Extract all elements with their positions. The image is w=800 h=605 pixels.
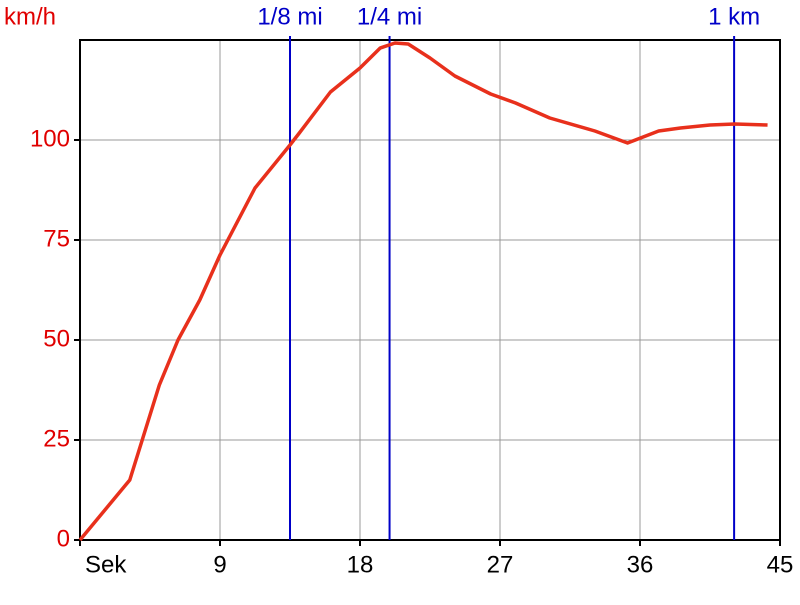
y-tick-label: 75 <box>43 225 70 252</box>
x-tick-label: Sek <box>85 551 127 578</box>
x-tick-label: 36 <box>627 551 654 578</box>
plot-frame <box>79 39 781 541</box>
x-tick-label: 45 <box>767 551 794 578</box>
distance-marker-label: 1/8 mi <box>257 3 322 30</box>
x-tick-label: 27 <box>487 551 514 578</box>
y-axis-label: km/h <box>4 3 56 30</box>
speed-line <box>78 41 768 542</box>
distance-marker-label: 1 km <box>708 3 760 30</box>
x-tick-label: 18 <box>347 551 374 578</box>
distance-marker-label: 1/4 mi <box>357 3 422 30</box>
x-tick-label: 9 <box>213 551 226 578</box>
y-tick-label: 25 <box>43 425 70 452</box>
y-tick-label: 0 <box>57 525 70 552</box>
y-tick-label: 100 <box>30 125 70 152</box>
y-tick-label: 50 <box>43 325 70 352</box>
